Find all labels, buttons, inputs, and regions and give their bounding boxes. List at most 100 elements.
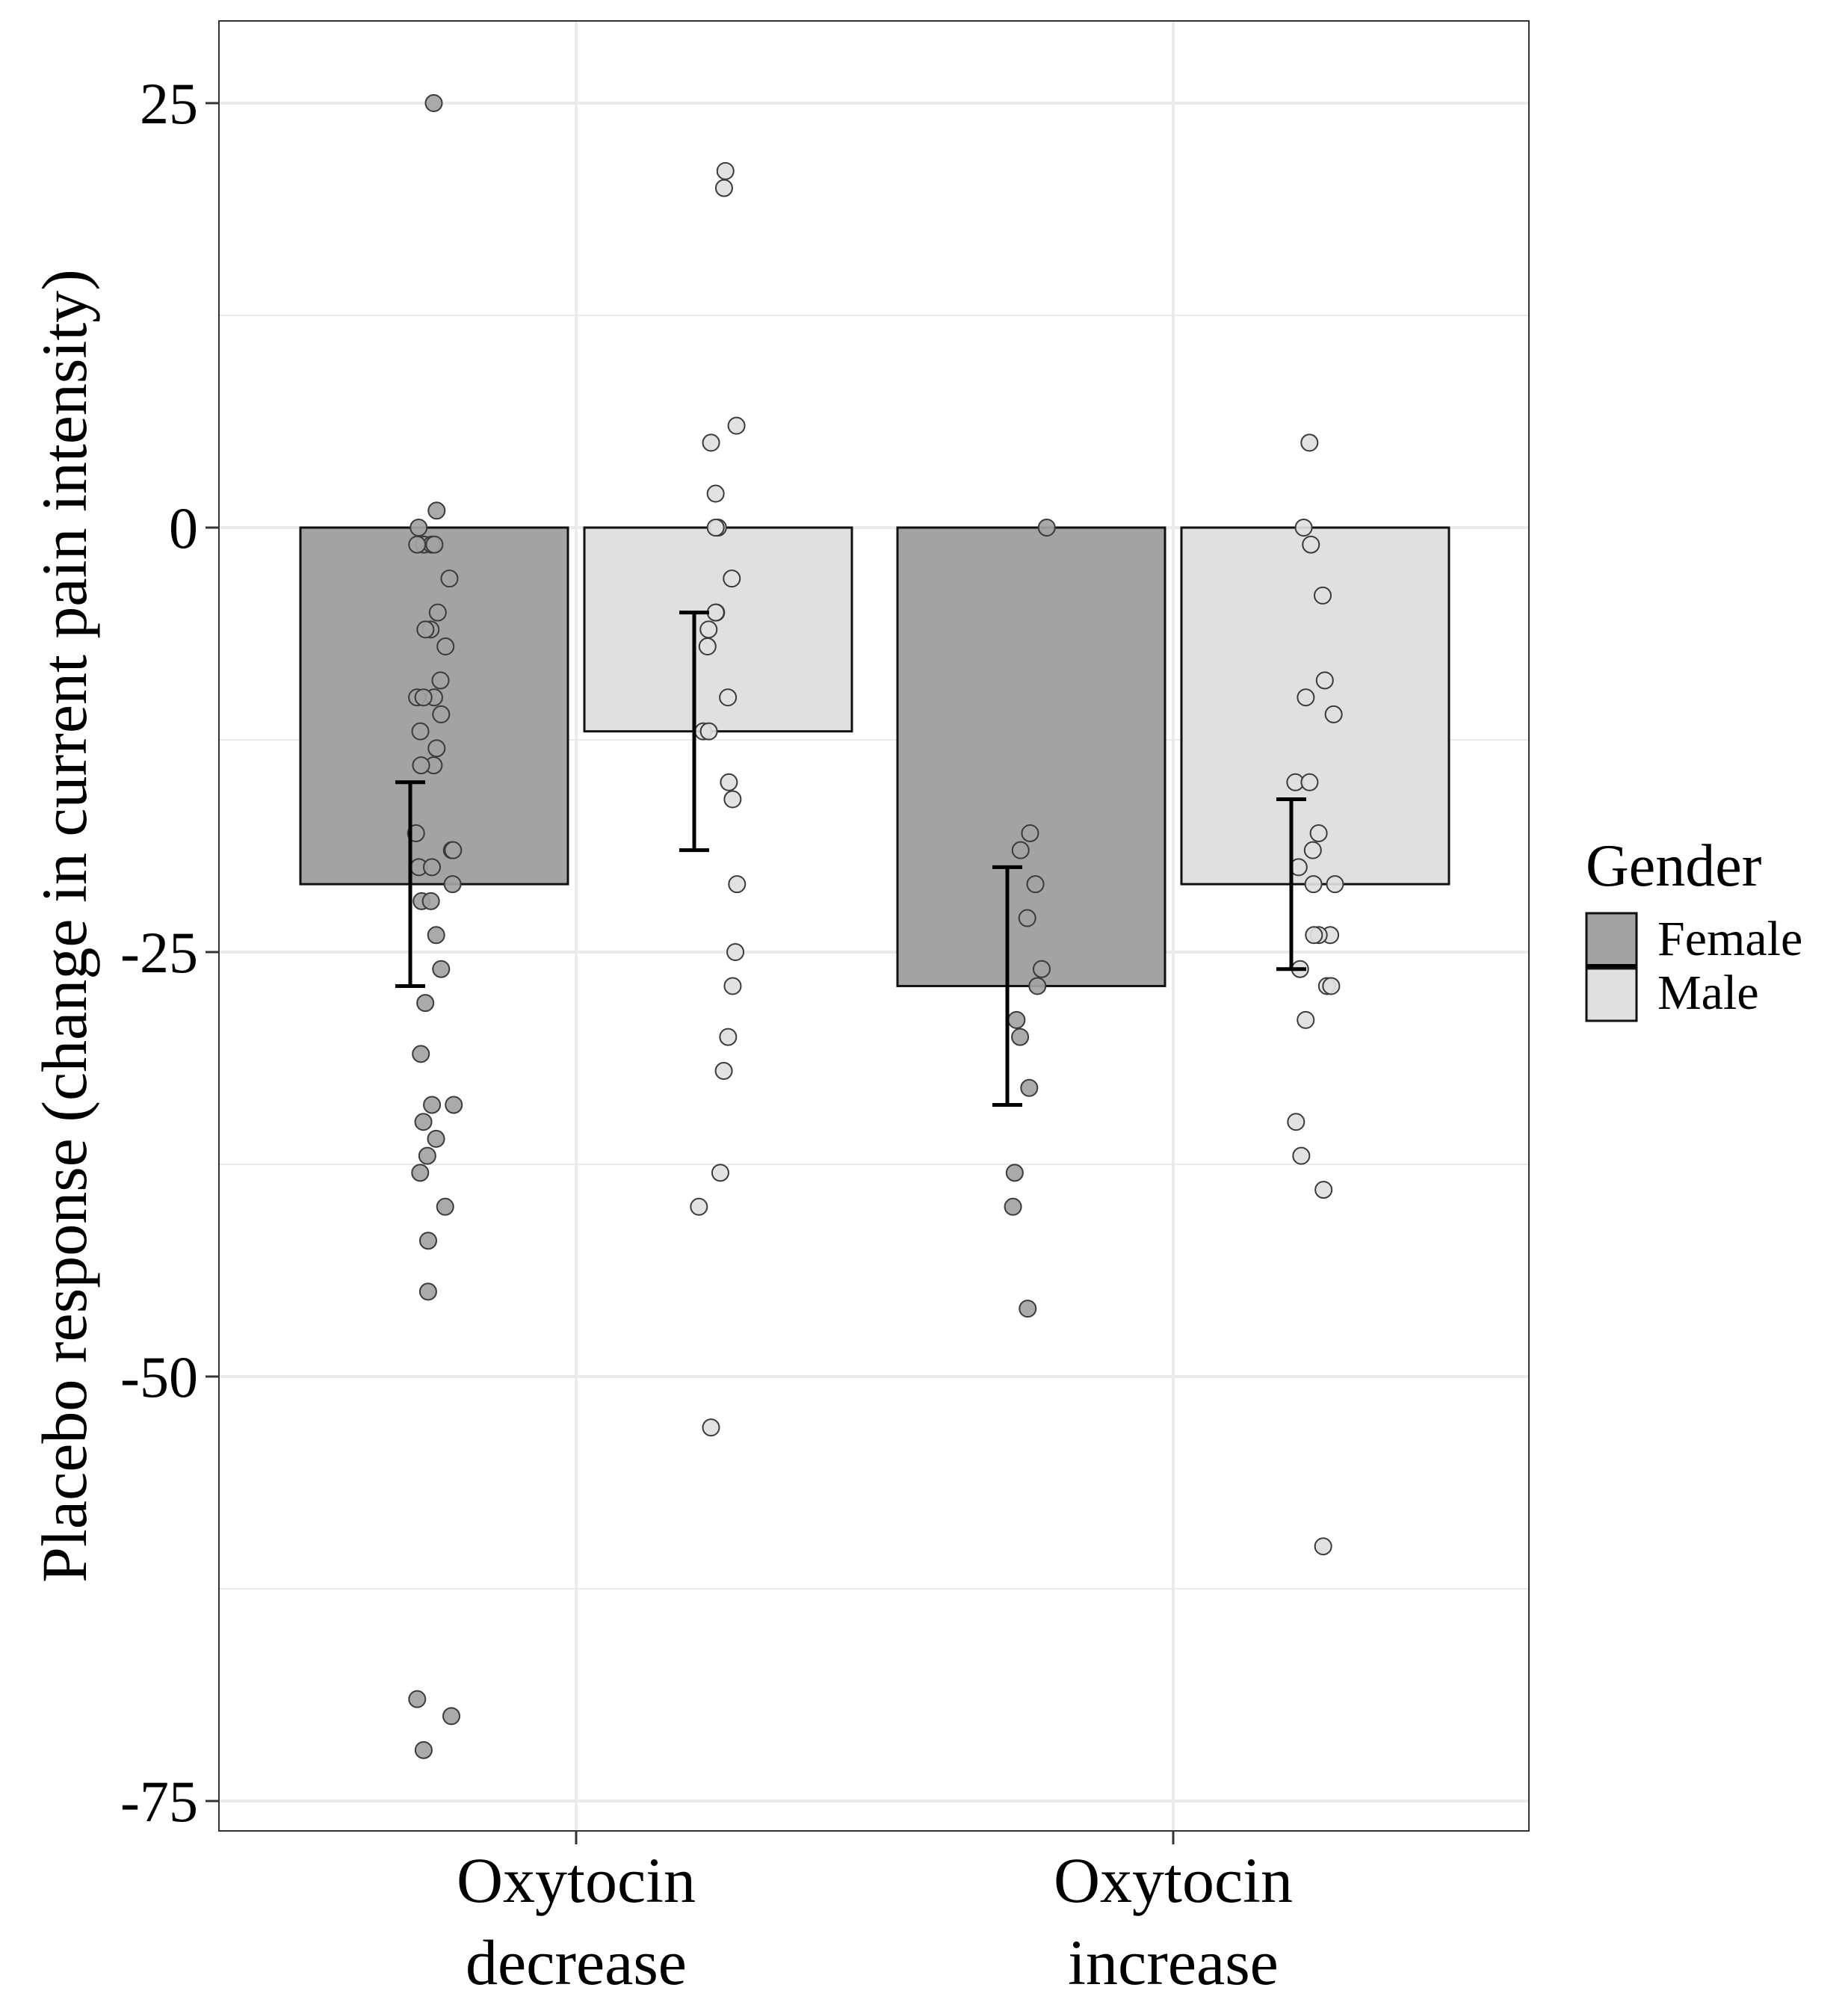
- x-tick-label: Oxytocin: [457, 1844, 696, 1916]
- point-male: [716, 161, 735, 180]
- point-male: [723, 569, 741, 588]
- bar-male: [1180, 526, 1450, 886]
- point-male: [1300, 773, 1319, 791]
- point-female: [1032, 960, 1051, 978]
- point-female: [411, 722, 430, 741]
- point-female: [422, 858, 441, 877]
- legend-label-male: Male: [1657, 966, 1759, 1020]
- point-female: [421, 892, 440, 910]
- point-male: [706, 484, 725, 503]
- x-axis: Oxytocin decrease Oxytocin increase: [457, 1831, 1293, 1998]
- point-female: [432, 705, 451, 723]
- point-female: [428, 603, 447, 622]
- bar-male: [583, 526, 853, 733]
- point-male: [699, 722, 718, 741]
- point-male: [723, 977, 742, 995]
- point-male: [1292, 1146, 1311, 1165]
- point-male: [1297, 1010, 1315, 1029]
- point-female: [436, 1197, 454, 1216]
- point-female: [416, 620, 435, 639]
- legend-key-female: [1585, 912, 1638, 969]
- point-female: [418, 1282, 437, 1301]
- point-female: [412, 756, 430, 775]
- point-female: [1004, 1197, 1022, 1216]
- point-female: [1011, 1028, 1030, 1046]
- point-female: [431, 671, 450, 690]
- point-female: [1026, 875, 1045, 894]
- point-male: [1287, 1113, 1305, 1131]
- point-female: [427, 926, 445, 945]
- point-female: [418, 1146, 436, 1165]
- point-female: [1028, 977, 1047, 995]
- point-female: [442, 1707, 461, 1726]
- point-female: [424, 94, 443, 112]
- data-points: [407, 94, 1344, 1759]
- point-female: [444, 841, 463, 859]
- point-female: [416, 994, 435, 1013]
- error-bars: [395, 611, 1306, 1107]
- point-male: [719, 688, 738, 707]
- point-female: [427, 1129, 445, 1148]
- point-female: [410, 519, 428, 537]
- point-male: [1302, 535, 1320, 554]
- point-female: [1005, 1164, 1024, 1182]
- plot-panel-border: [218, 20, 1530, 1832]
- point-male: [1315, 671, 1334, 690]
- y-tick-label: -75: [120, 1769, 198, 1834]
- point-female: [440, 569, 459, 588]
- point-female: [1007, 1010, 1026, 1029]
- point-male: [720, 773, 738, 791]
- point-male: [711, 1164, 729, 1182]
- point-male: [1304, 875, 1323, 894]
- x-tick-label: increase: [1068, 1927, 1279, 1998]
- point-female: [408, 1690, 427, 1708]
- point-female: [414, 1113, 433, 1131]
- point-male: [1314, 1537, 1332, 1556]
- legend-title: Gender: [1586, 833, 1761, 899]
- point-female: [1018, 909, 1036, 927]
- point-male: [728, 875, 747, 894]
- point-female: [411, 1164, 430, 1182]
- point-female: [427, 501, 446, 520]
- point-male: [1300, 433, 1319, 452]
- point-female: [436, 637, 455, 656]
- point-female: [1037, 519, 1056, 537]
- point-male: [690, 1197, 708, 1216]
- plot-panel: [219, 21, 1529, 1831]
- y-tick-label: 25: [140, 71, 198, 136]
- point-male: [1294, 519, 1313, 537]
- point-male: [1324, 705, 1343, 723]
- point-male: [726, 943, 745, 961]
- y-axis-title: Placebo response (change in current pain…: [28, 269, 100, 1583]
- point-female: [432, 960, 451, 978]
- legend-label-female: Female: [1657, 912, 1802, 966]
- point-male: [1322, 977, 1341, 995]
- point-female: [1011, 841, 1030, 859]
- point-male: [719, 1028, 738, 1046]
- point-male: [1303, 841, 1322, 859]
- point-male: [706, 519, 725, 537]
- legend-key-male: [1585, 967, 1638, 1022]
- point-female: [414, 1740, 433, 1759]
- point-male: [699, 620, 718, 639]
- point-female: [427, 739, 446, 758]
- y-tick-label: 0: [169, 495, 198, 560]
- point-male: [1305, 926, 1323, 945]
- y-axis: 25 0 -25 -50 -75: [120, 71, 219, 1834]
- point-male: [1314, 1181, 1333, 1199]
- point-male: [727, 416, 746, 435]
- point-male: [1309, 824, 1328, 842]
- point-female: [412, 1045, 430, 1063]
- point-female: [443, 875, 462, 894]
- point-female: [425, 535, 444, 554]
- point-female: [1021, 824, 1039, 842]
- point-female: [408, 535, 427, 554]
- point-male: [702, 433, 720, 452]
- legend: Gender Female Male: [1585, 833, 1802, 1022]
- point-female: [414, 688, 433, 707]
- point-male: [723, 790, 742, 809]
- point-male: [702, 1418, 720, 1437]
- point-male: [714, 1062, 733, 1081]
- point-female: [423, 1096, 442, 1114]
